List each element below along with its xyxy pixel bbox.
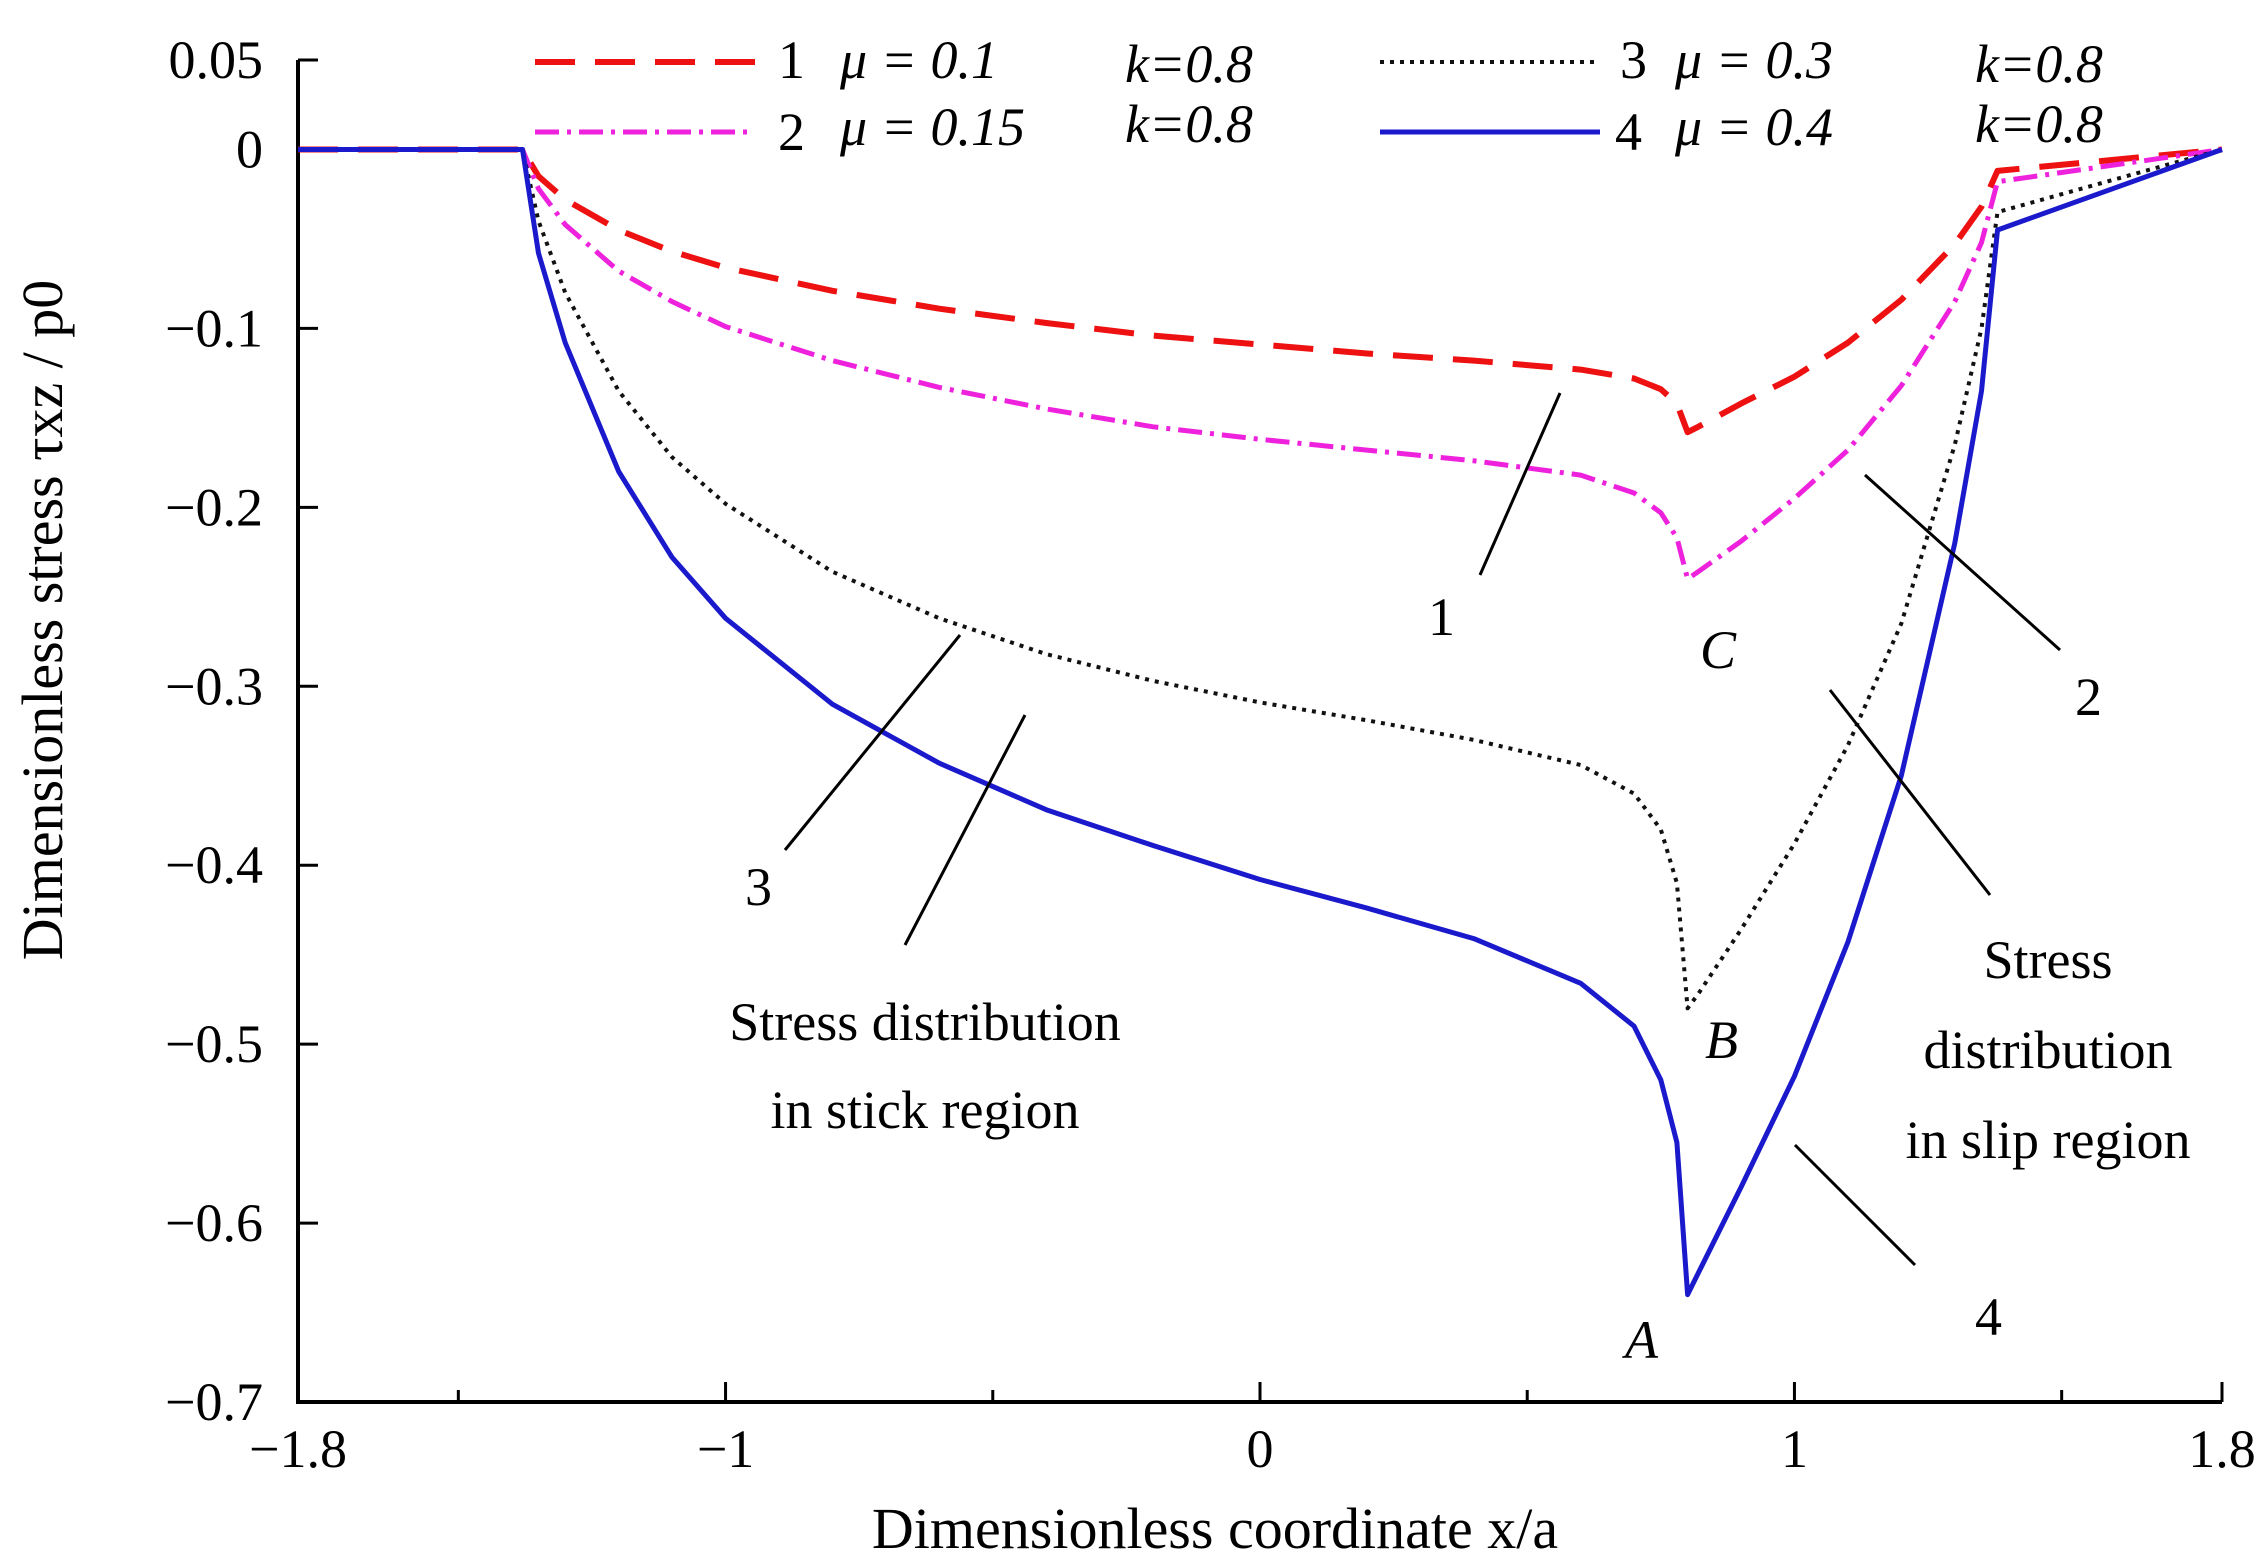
slip-annotation-line1: Stress (1983, 930, 2112, 990)
callout-line-slip (1828, 689, 1992, 896)
axes (296, 60, 2222, 1404)
y-tick-label: −0.4 (165, 835, 263, 895)
x-tick-label: 1 (1781, 1419, 1808, 1479)
legend-mu-3: μ = 0.3 (1674, 30, 1833, 90)
legend: 1 μ = 0.1 k=0.8 2 μ = 0.15 k=0.8 3 μ = 0… (535, 30, 2103, 162)
point-label-c: C (1700, 620, 1737, 680)
x-tick-label: −1.8 (249, 1419, 347, 1479)
slip-annotation-line2: distribution (1923, 1020, 2172, 1080)
callout-line-1 (1478, 392, 1562, 576)
x-tick-label: 0 (1247, 1419, 1274, 1479)
callout-label-1: 1 (1428, 587, 1455, 647)
series-line-1 (298, 146, 2223, 436)
stick-annotation-line2: in stick region (771, 1080, 1080, 1140)
y-tick-label: −0.7 (165, 1372, 263, 1432)
y-tick-label: 0.05 (169, 30, 264, 90)
point-label-b: B (1705, 1010, 1738, 1070)
callout-label-4: 4 (1975, 1287, 2002, 1347)
callout-label-2: 2 (2075, 667, 2102, 727)
legend-id-1: 1 (778, 30, 805, 90)
x-axis-title: Dimensionless coordinate x/a (872, 1496, 1558, 1561)
y-tick-label: −0.2 (165, 477, 263, 537)
y-tick-label: −0.3 (165, 656, 263, 716)
y-tick-label: −0.6 (165, 1193, 263, 1253)
callout-line-stick (903, 714, 1027, 946)
legend-k-4: k=0.8 (1975, 94, 2103, 154)
y-axis-title: Dimensionless stress τxz / p0 (10, 280, 75, 961)
legend-k-3: k=0.8 (1975, 34, 2103, 94)
slip-annotation-line3: in slip region (1906, 1110, 2191, 1170)
series-line-2 (298, 147, 2223, 582)
ticks: −1.8 −1 0 1 1.8 0.05 0 −0.1 −0.2 −0.3 −0.4 −0.5 −0.6… (165, 30, 2256, 1479)
legend-id-4: 4 (1615, 102, 1642, 162)
callout-line-4 (1793, 1143, 1917, 1267)
legend-id-2: 2 (778, 102, 805, 162)
callout-line-2 (1863, 473, 2062, 652)
callout-label-3: 3 (745, 857, 772, 917)
y-tick-label: −0.1 (165, 298, 263, 358)
legend-mu-4: μ = 0.4 (1674, 97, 1833, 157)
x-tick-label: −1 (697, 1419, 754, 1479)
y-tick-label: 0 (236, 119, 263, 179)
legend-mu-2: μ = 0.15 (839, 97, 1025, 157)
stick-annotation-line1: Stress distribution (729, 992, 1121, 1052)
series-line-4 (298, 147, 2223, 1298)
callout-line-3 (783, 634, 962, 851)
x-tick-label: 1.8 (2188, 1419, 2256, 1479)
series-group (298, 146, 2223, 1298)
legend-k-2: k=0.8 (1125, 94, 1253, 154)
legend-mu-1: μ = 0.1 (839, 30, 998, 90)
callouts: 1 2 3 4 (745, 392, 2102, 1347)
point-label-a: A (1622, 1310, 1659, 1370)
legend-id-3: 3 (1620, 30, 1647, 90)
legend-k-1: k=0.8 (1125, 34, 1253, 94)
y-tick-label: −0.5 (165, 1014, 263, 1074)
